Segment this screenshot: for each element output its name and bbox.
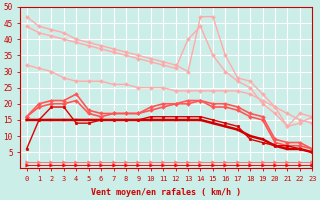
X-axis label: Vent moyen/en rafales ( km/h ): Vent moyen/en rafales ( km/h ) <box>91 188 241 197</box>
